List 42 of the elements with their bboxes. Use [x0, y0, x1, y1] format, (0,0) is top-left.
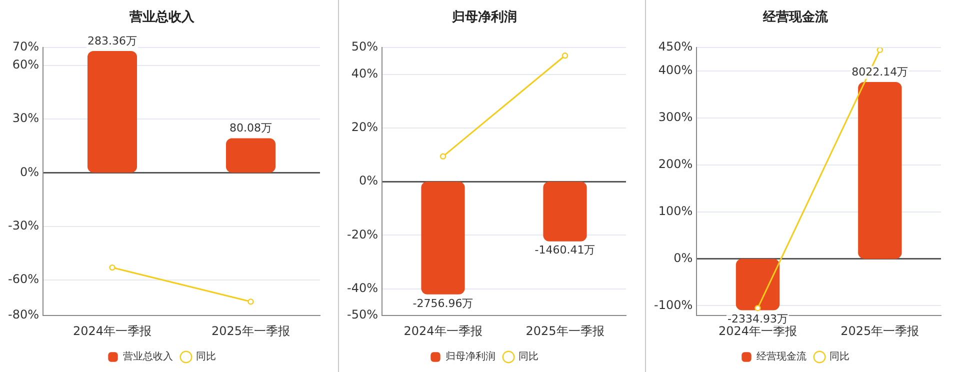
x-tick-label: 2024年一季报: [404, 324, 482, 338]
x-tick-label: 2025年一季报: [840, 324, 920, 338]
y-tick-label: -80%: [8, 308, 39, 322]
y-tick-label: -40%: [346, 280, 378, 295]
y-tick-label: 0%: [358, 174, 378, 188]
legend-label: 归母净利润: [446, 350, 496, 363]
x-tick-label: 2025年一季报: [211, 324, 290, 338]
y-tick-label: 20%: [351, 120, 378, 134]
x-tick-label: 2025年一季报: [526, 324, 604, 338]
y-tick-label: -50%: [346, 308, 378, 322]
data-label: -1460.41万: [534, 244, 596, 257]
y-tick-label: 300%: [658, 110, 693, 124]
y-tick-label: 200%: [658, 157, 693, 172]
y-tick-label: -60%: [8, 272, 39, 286]
chart-title: 经营现金流: [762, 9, 829, 26]
legend-label: 同比: [518, 350, 538, 363]
y-tick-label: 60%: [12, 58, 39, 72]
y-tick-label: 50%: [351, 40, 378, 54]
y-tick-label: 400%: [658, 63, 693, 78]
data-label: -2334.93万: [727, 312, 788, 326]
legend-label: 经营现金流: [756, 350, 806, 363]
y-tick-label: 450%: [658, 40, 693, 54]
data-label: 80.08万: [230, 122, 272, 135]
y-tick-label: -20%: [346, 227, 378, 242]
x-tick-label: 2024年一季报: [72, 324, 152, 338]
chart-title: 归母净利润: [451, 9, 517, 26]
x-tick-label: 2024年一季报: [718, 324, 797, 338]
y-tick-label: 0%: [674, 250, 693, 265]
y-tick-label: 0%: [20, 164, 39, 179]
y-tick-label: -30%: [8, 218, 39, 232]
y-tick-label: 70%: [12, 40, 39, 54]
data-label: 283.36万: [88, 34, 137, 48]
legend-label: 同比: [196, 350, 216, 363]
y-tick-label: 100%: [658, 204, 693, 218]
data-label: 8022.14万: [852, 65, 908, 78]
chart-title: 营业总收入: [128, 9, 196, 26]
data-label: -2756.96万: [412, 296, 474, 310]
y-tick-label: 40%: [351, 66, 378, 81]
legend-label: 营业总收入: [123, 350, 173, 363]
y-tick-label: -100%: [654, 298, 693, 312]
y-tick-label: 30%: [12, 111, 39, 126]
legend-label: 同比: [830, 350, 850, 363]
